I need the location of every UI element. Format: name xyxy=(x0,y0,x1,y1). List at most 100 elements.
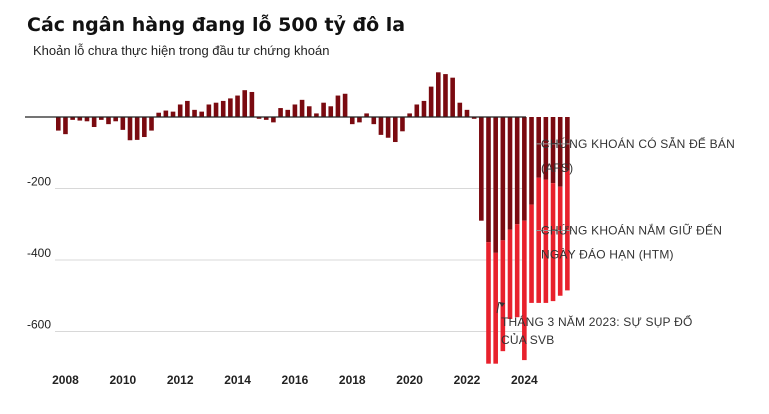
x-tick-labels: 2008 2010 2012 2014 2016 2018 2020 2022 2024 xyxy=(52,373,538,387)
svb-pointer xyxy=(496,301,500,314)
x-tick-label: 2018 xyxy=(339,373,366,387)
chart-subtitle: Khoản lỗ chưa thực hiện trong đầu tư chứ… xyxy=(33,43,330,58)
x-tick-label: 2008 xyxy=(52,373,79,387)
bar-afs xyxy=(364,113,369,117)
bar-afs xyxy=(357,117,362,123)
bar-afs xyxy=(235,95,240,117)
x-tick-label: 2014 xyxy=(224,373,251,387)
bar-afs xyxy=(407,113,412,117)
bar-afs xyxy=(299,99,305,117)
bar-afs xyxy=(292,104,298,117)
bar-afs xyxy=(170,111,176,117)
bar-afs xyxy=(507,117,513,230)
bar-afs xyxy=(500,117,506,241)
bar-afs xyxy=(479,117,484,221)
bar-afs xyxy=(206,104,212,117)
bar-afs xyxy=(306,106,312,117)
bar-afs xyxy=(349,117,355,125)
bar-afs xyxy=(529,117,534,205)
bar-afs xyxy=(285,109,291,117)
bar-afs xyxy=(436,72,441,117)
bar-htm xyxy=(529,204,534,303)
bar-afs xyxy=(392,117,398,143)
x-tick-label: 2010 xyxy=(109,373,136,387)
annotations: CHỨNG KHOÁN CÓ SẴN ĐỂ BÁN (AFS) CHỨNG KHOÁ… xyxy=(496,136,735,347)
bar-afs xyxy=(106,117,111,125)
bar-afs xyxy=(63,117,68,135)
bar-afs xyxy=(450,77,455,117)
bar-afs xyxy=(142,117,147,138)
bar-afs xyxy=(457,102,463,117)
bar-htm xyxy=(514,224,520,318)
bar-afs xyxy=(220,100,226,117)
annotation-svb: CỦA SVB xyxy=(501,332,554,347)
bar-afs xyxy=(256,117,262,119)
bar-afs xyxy=(163,110,169,117)
annotation-htm: CHỨNG KHOÁN NẮM GIỮ ĐẾN xyxy=(541,223,722,238)
bar-afs xyxy=(378,117,384,135)
bar-afs xyxy=(557,117,563,187)
bar-htm xyxy=(486,242,491,364)
annotation-htm: NGÀY ĐÁO HẠN (HTM) xyxy=(541,247,674,262)
bar-htm xyxy=(522,220,527,361)
bar-afs xyxy=(385,117,391,138)
bar-afs xyxy=(185,100,190,117)
x-tick-label: 2020 xyxy=(396,373,423,387)
bar-afs xyxy=(543,117,549,180)
bar-afs xyxy=(522,117,527,221)
bar-afs xyxy=(314,113,319,117)
annotation-afs: CHỨNG KHOÁN CÓ SẴN ĐỂ BÁN xyxy=(541,136,735,151)
bar-afs xyxy=(120,117,126,130)
bar-afs xyxy=(271,117,276,123)
bar-afs xyxy=(328,106,334,117)
bar-afs xyxy=(77,117,83,121)
x-tick-label: 2024 xyxy=(511,373,538,387)
bar-afs xyxy=(242,90,248,117)
y-tick-label: -600 xyxy=(27,318,51,332)
bar-afs xyxy=(471,117,477,119)
bar-afs xyxy=(56,117,61,131)
gridlines xyxy=(55,188,526,332)
bars xyxy=(56,72,570,364)
chart-title: Các ngân hàng đang lỗ 500 tỷ đô la xyxy=(27,14,406,36)
bar-htm xyxy=(543,179,549,303)
y-tick-labels: -200 -400 -600 xyxy=(27,175,51,332)
bar-afs xyxy=(127,117,133,141)
bar-afs xyxy=(249,91,255,117)
bar-afs xyxy=(99,117,104,120)
bar-htm xyxy=(500,240,506,352)
bar-afs xyxy=(371,117,377,125)
bar-afs xyxy=(134,117,140,140)
bar-afs xyxy=(514,117,520,225)
bar-afs xyxy=(213,102,219,117)
bar-afs xyxy=(149,117,154,131)
bar-htm xyxy=(493,252,498,364)
bar-afs xyxy=(278,108,283,117)
bar-afs xyxy=(70,117,75,120)
bar-afs xyxy=(228,98,233,117)
bar-afs xyxy=(177,104,183,117)
y-tick-label: -200 xyxy=(27,175,51,189)
bar-afs xyxy=(156,112,161,117)
bar-htm xyxy=(507,229,513,319)
x-tick-label: 2022 xyxy=(454,373,481,387)
bar-htm xyxy=(557,186,563,296)
x-tick-label: 2016 xyxy=(282,373,309,387)
bar-afs xyxy=(486,117,491,243)
bar-afs xyxy=(192,109,197,117)
bar-afs xyxy=(91,117,97,128)
y-tick-label: -400 xyxy=(27,246,51,260)
bar-afs xyxy=(464,109,470,117)
bar-afs xyxy=(428,86,434,117)
bar-afs xyxy=(400,117,405,132)
bar-afs xyxy=(421,100,427,117)
bar-afs xyxy=(321,102,326,117)
bar-afs xyxy=(113,117,118,122)
bar-afs xyxy=(84,117,90,122)
bar-afs xyxy=(335,95,341,117)
bar-afs xyxy=(536,117,541,178)
bar-afs xyxy=(414,104,420,117)
bar-afs xyxy=(493,117,498,253)
annotation-afs: (AFS) xyxy=(541,161,573,175)
